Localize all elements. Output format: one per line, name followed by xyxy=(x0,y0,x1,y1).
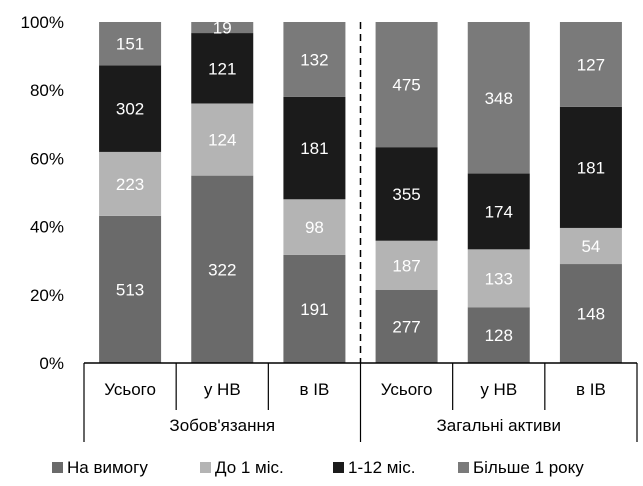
legend-swatch xyxy=(333,462,344,473)
bar-segment xyxy=(283,22,346,97)
bar-segment xyxy=(559,22,622,107)
data-label: 19 xyxy=(213,19,232,38)
x-tick-label: Усього xyxy=(381,380,433,399)
bar-segment xyxy=(191,22,254,34)
legend-label: Більше 1 року xyxy=(473,458,584,477)
bar-segment xyxy=(191,103,254,176)
bar-segment xyxy=(375,240,438,291)
bar-segment xyxy=(283,254,346,363)
bar-segment xyxy=(191,33,254,104)
bar-segment xyxy=(99,151,162,216)
data-label: 513 xyxy=(116,280,144,299)
data-label: 181 xyxy=(300,139,328,158)
data-label: 187 xyxy=(392,256,420,275)
legend-label: До 1 міс. xyxy=(215,458,284,477)
y-tick-label: 40% xyxy=(30,218,64,237)
bar-segment xyxy=(283,96,346,200)
y-tick-label: 80% xyxy=(30,81,64,100)
data-label: 181 xyxy=(577,158,605,177)
data-label: 223 xyxy=(116,175,144,194)
bar-segment xyxy=(559,227,622,265)
x-axis: Усього у НВ в ІВ Усього у НВ в ІВ Зобов'язання… xyxy=(83,22,638,442)
data-label: 54 xyxy=(581,237,600,256)
data-label: 302 xyxy=(116,100,144,119)
legend: На вимогу До 1 міс. 1-12 міс. Більше 1 року xyxy=(52,458,584,477)
x-tick-label: в ІВ xyxy=(576,380,606,399)
bar-segment xyxy=(375,147,438,241)
bar-segment xyxy=(467,173,530,250)
bar-segment xyxy=(99,22,162,66)
bar-segment xyxy=(467,249,530,308)
data-label: 174 xyxy=(485,202,513,221)
group-label: Зобов'язання xyxy=(169,416,275,435)
group-label: Загальні активи xyxy=(436,416,561,435)
x-tick-label: Усього xyxy=(104,380,156,399)
data-label: 127 xyxy=(577,55,605,74)
legend-label: На вимогу xyxy=(67,458,148,477)
y-axis-ticks: 0% 20% 40% 60% 80% 100% xyxy=(21,13,64,373)
bar-segment xyxy=(99,65,162,152)
data-label: 148 xyxy=(577,305,605,324)
data-label: 475 xyxy=(392,76,420,95)
bar-segment xyxy=(467,22,530,174)
legend-swatch xyxy=(200,462,211,473)
bar-segment xyxy=(283,199,346,255)
data-label: 133 xyxy=(485,269,513,288)
legend-swatch xyxy=(52,462,63,473)
bars: 513 223 302 151 322 124 121 19 191 98 181 132 277 187… xyxy=(99,19,622,363)
data-label: 348 xyxy=(485,89,513,108)
bar-segment xyxy=(375,290,438,363)
x-tick-label: у НВ xyxy=(480,380,517,399)
y-tick-label: 20% xyxy=(30,286,64,305)
data-label: 124 xyxy=(208,131,236,150)
x-tick-label: в ІВ xyxy=(300,380,330,399)
y-tick-label: 0% xyxy=(39,354,64,373)
legend-swatch xyxy=(458,462,469,473)
bar-segment xyxy=(99,215,162,363)
data-label: 121 xyxy=(208,59,236,78)
data-label: 98 xyxy=(305,218,324,237)
bar-segment xyxy=(375,22,438,148)
data-label: 151 xyxy=(116,35,144,54)
bar-segment xyxy=(559,264,622,363)
data-label: 322 xyxy=(208,260,236,279)
y-tick-label: 60% xyxy=(30,149,64,168)
data-label: 277 xyxy=(392,318,420,337)
data-label: 132 xyxy=(300,50,328,69)
data-label: 128 xyxy=(485,326,513,345)
legend-label: 1-12 міс. xyxy=(348,458,415,477)
bar-segment xyxy=(559,106,622,228)
bar-segment xyxy=(191,175,254,363)
y-tick-label: 100% xyxy=(21,13,64,32)
x-tick-label: у НВ xyxy=(204,380,241,399)
data-label: 355 xyxy=(392,185,420,204)
bar-segment xyxy=(467,307,530,363)
data-label: 191 xyxy=(300,300,328,319)
